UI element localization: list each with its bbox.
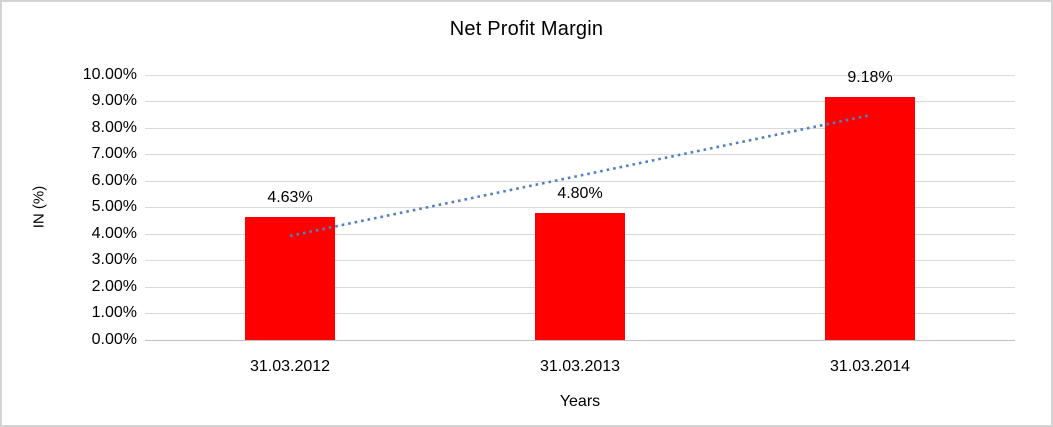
bar-31.03.2014 (825, 96, 915, 340)
y-tick-label: 4.00% (91, 224, 137, 242)
y-tick-label: 1.00% (91, 304, 137, 321)
gridline (145, 127, 1015, 129)
y-tick-label: 2.00% (91, 277, 137, 295)
gridline (145, 180, 1015, 182)
x-tick-label: 31.03.2013 (539, 358, 621, 375)
x-tick-label: 31.03.2014 (829, 358, 911, 375)
y-tick-label: 8.00% (91, 118, 137, 136)
y-tick-label: 0.00% (91, 330, 137, 348)
bar-value-label: 4.63% (267, 189, 313, 207)
gridline (145, 154, 1015, 155)
trendline (289, 114, 871, 238)
plot-area: 4.63% 4.80% 9.18% (145, 69, 1015, 341)
x-axis-tick-labels: 31.03.2012 31.03.2013 31.03.2014 (145, 358, 1015, 376)
y-tick-label: 10.00% (82, 65, 137, 83)
bar-31.03.2012 (245, 217, 335, 340)
y-tick-label: 7.00% (91, 145, 137, 162)
bar-value-label: 4.80% (557, 184, 603, 202)
bar-value-label: 9.18% (847, 68, 893, 86)
y-tick-label: 3.00% (91, 251, 137, 268)
chart-title: Net Profit Margin (449, 18, 604, 40)
gridline (145, 74, 1015, 76)
x-tick-label: 31.03.2012 (249, 358, 331, 375)
gridline (145, 207, 1015, 208)
y-tick-label: 9.00% (91, 92, 137, 109)
bar-31.03.2013 (535, 212, 625, 340)
x-axis-line (145, 339, 1015, 341)
gridline (145, 101, 1015, 102)
x-axis-title: Years (559, 393, 601, 410)
y-tick-label: 6.00% (91, 171, 137, 189)
y-tick-label: 5.00% (91, 198, 137, 215)
